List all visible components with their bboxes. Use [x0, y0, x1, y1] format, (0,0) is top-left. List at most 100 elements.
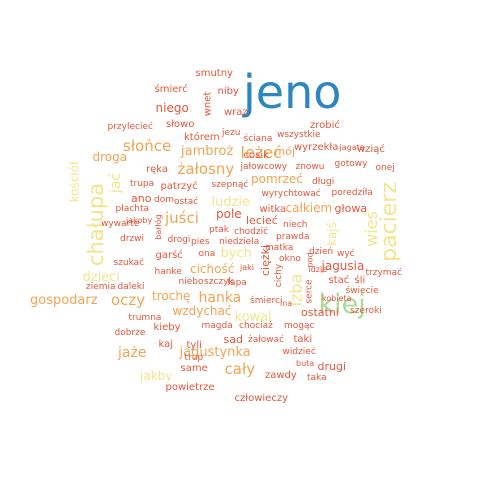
cloud-word: poredziła [331, 187, 373, 198]
cloud-word: zrobić [310, 120, 340, 131]
cloud-word: ina [280, 299, 293, 308]
cloud-word: kieby [153, 322, 181, 333]
cloud-word: śmierci [250, 295, 283, 306]
cloud-word: przylecieć [107, 121, 153, 132]
cloud-word: cosik [243, 150, 269, 161]
cloud-word: śmierć [154, 84, 188, 95]
cloud-word: jakoby [126, 216, 153, 225]
cloud-word: mogąc [284, 320, 315, 331]
cloud-word: droga [92, 150, 128, 164]
cloud-word: witka [259, 204, 287, 215]
cloud-word: dzieci [82, 269, 120, 285]
cloud-word: smutny [195, 68, 233, 79]
cloud-word: kajś [324, 222, 339, 246]
cloud-word: serce [304, 278, 315, 304]
cloud-word: dzień [309, 246, 334, 257]
cloud-word: prawda [276, 231, 310, 242]
cloud-word: słońce [123, 136, 172, 155]
cloud-word: magda [201, 320, 233, 331]
cloud-word: ziemia [86, 281, 116, 292]
cloud-word: wieś [361, 211, 381, 247]
cloud-word: żałować [248, 334, 285, 345]
cloud-word: chodzić [234, 226, 269, 237]
cloud-word: taki [293, 334, 313, 345]
cloud-word: kaj [158, 339, 174, 350]
cloud-word: trup [184, 352, 204, 363]
cloud-word: świecie [345, 285, 379, 296]
cloud-word: pies [191, 236, 210, 247]
cloud-word: trupa [130, 178, 155, 189]
cloud-word: patrzyć [160, 181, 198, 192]
cloud-word: powietrze [165, 382, 215, 393]
cloud-word: wyrzekła [294, 142, 339, 153]
cloud-word: cichy [273, 263, 284, 287]
cloud-word: barłóg [153, 214, 163, 240]
cloud-word: zawdy [265, 370, 297, 381]
cloud-word: ściana [243, 133, 273, 144]
cloud-word: ręka [146, 164, 169, 175]
cloud-word: jakby [140, 369, 173, 383]
cloud-word: dobrze [114, 327, 146, 338]
cloud-word: szeroki [350, 305, 382, 316]
cloud-word: cichość [190, 262, 235, 276]
cloud-word: niedziela [219, 236, 260, 247]
cloud-word: juści [165, 208, 199, 227]
cloud-word: gotowy [334, 158, 368, 169]
cloud-word: lecieć [246, 213, 278, 227]
cloud-word: całkiem [285, 201, 333, 215]
cloud-word: niebo [178, 276, 204, 287]
cloud-word: wraz [224, 107, 248, 118]
cloud-word: ostatni [301, 305, 339, 319]
cloud-word: trochę [152, 289, 191, 303]
cloud-word: jezu [222, 127, 241, 138]
cloud-word: jaże [118, 345, 147, 361]
cloud-word: pacierz [376, 182, 402, 262]
cloud-word: ciężki [258, 244, 272, 276]
cloud-word: jałowcowy [240, 161, 288, 172]
cloud-word: kiej [318, 288, 366, 320]
cloud-word: kowal [234, 309, 272, 325]
cloud-word: ona [198, 248, 216, 259]
cloud-word: okno [279, 253, 301, 264]
cloud-word: daleki [117, 281, 145, 292]
cloud-word: długi [312, 176, 335, 187]
cloud-word: chociaż [239, 320, 273, 331]
cloud-word: taka [307, 372, 327, 383]
cloud-word: znowu [295, 161, 325, 172]
cloud-word: idzie [308, 265, 328, 274]
cloud-word: drzwi [120, 233, 144, 244]
cloud-word: hanka [198, 290, 242, 306]
cloud-word: niby [217, 86, 239, 97]
cloud-word: jać [108, 172, 125, 194]
cloud-word: którem [184, 132, 220, 143]
cloud-word: matka [265, 242, 294, 253]
cloud-word: dom [154, 194, 174, 205]
cloud-word: buta [296, 359, 315, 368]
cloud-word: śli [354, 275, 366, 286]
cloud-word: wyrychtować [261, 188, 321, 199]
cloud-word: leżeć [240, 143, 282, 162]
cloud-word: trumna [128, 312, 162, 323]
cloud-word: jeno [243, 65, 342, 119]
cloud-word: oczy [111, 290, 146, 309]
cloud-word: drogi [167, 234, 191, 245]
cloud-word: ano [131, 191, 152, 205]
cloud-word: hanke [154, 266, 182, 277]
cloud-word: kobieta [322, 294, 352, 303]
cloud-word: słowo [166, 119, 195, 130]
cloud-word: jambroż [181, 143, 234, 159]
cloud-word: niego [155, 101, 189, 115]
cloud-word: wywarte [101, 218, 140, 229]
cloud-word: drugi [317, 359, 347, 373]
cloud-word: ptak [209, 224, 229, 235]
cloud-word: wyć [337, 248, 355, 259]
cloud-word: jagustynka [179, 344, 251, 360]
cloud-word: żałosny [177, 159, 235, 178]
cloud-word: łapa [227, 277, 247, 288]
cloud-word: same [180, 363, 208, 374]
cloud-word: jaki [240, 263, 254, 272]
cloud-word: ludzie [211, 194, 251, 210]
cloud-word: pole [216, 207, 242, 221]
cloud-word: widzieć [282, 346, 316, 357]
cloud-word: pomrzeć [251, 172, 303, 186]
